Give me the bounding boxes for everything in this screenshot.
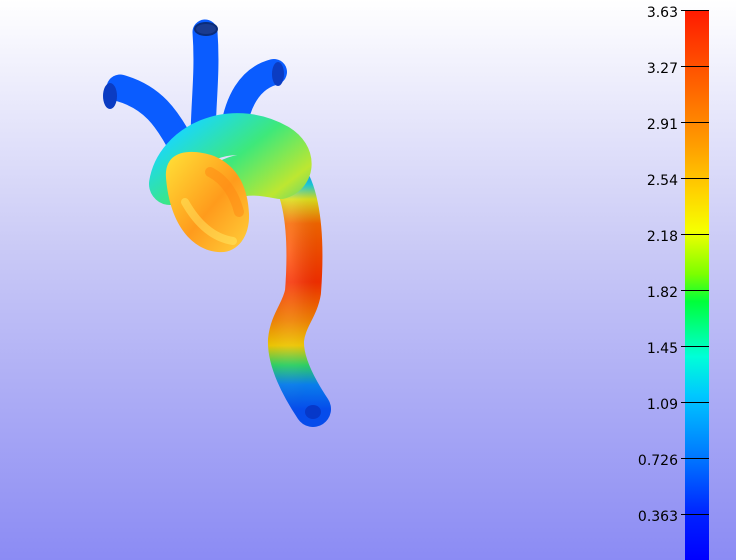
colorbar-label: 2.54 bbox=[646, 173, 678, 189]
colorbar-tick bbox=[681, 178, 709, 179]
color-scale-bar bbox=[685, 10, 709, 560]
colorbar-label: 3.27 bbox=[646, 61, 678, 77]
colorbar-label: 2.18 bbox=[646, 229, 678, 245]
colorbar-tick bbox=[681, 290, 709, 291]
colorbar-tick bbox=[681, 458, 709, 459]
colorbar-label: 3.63 bbox=[646, 5, 678, 21]
colorbar-tick bbox=[681, 66, 709, 67]
colorbar-tick bbox=[681, 10, 709, 11]
colorbar-label: 2.91 bbox=[646, 117, 678, 133]
colorbar-label: 1.82 bbox=[646, 285, 678, 301]
colorbar-label: 0.726 bbox=[637, 453, 678, 469]
colorbar-tick bbox=[681, 346, 709, 347]
colorbar-tick bbox=[681, 234, 709, 235]
colorbar-label: 0.363 bbox=[637, 509, 678, 525]
colorbar-label: 1.45 bbox=[646, 341, 678, 357]
colorbar-tick bbox=[681, 122, 709, 123]
colorbar-tick bbox=[681, 514, 709, 515]
colorbar-label: 1.09 bbox=[646, 397, 678, 413]
colorbar-tick bbox=[681, 402, 709, 403]
